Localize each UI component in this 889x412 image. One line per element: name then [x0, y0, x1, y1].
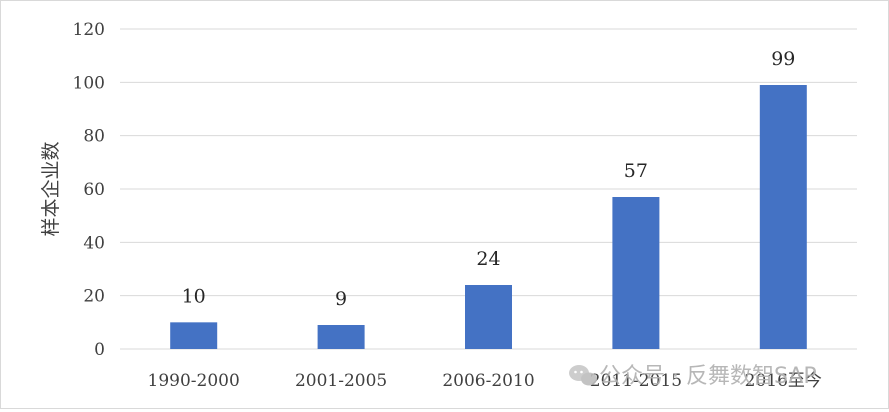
y-axis-ticks: 0 20 40 60 80 100 120 [73, 20, 105, 360]
x-category-label: 2016至今 [745, 371, 822, 391]
bars [170, 85, 807, 349]
bar [759, 85, 807, 349]
y-tick-label: 20 [83, 287, 105, 307]
y-axis-label: 样本企业数 [40, 141, 62, 236]
wechat-icon [569, 365, 597, 386]
y-tick-label: 0 [94, 340, 105, 360]
bar [317, 325, 365, 349]
x-category-label: 1990-2000 [148, 371, 240, 391]
x-category-label: 2011-2015 [590, 371, 682, 391]
x-category-label: 2006-2010 [442, 371, 534, 391]
data-label: 24 [476, 248, 500, 270]
y-tick-label: 40 [83, 233, 105, 253]
y-tick-label: 120 [73, 20, 105, 40]
y-tick-label: 80 [83, 127, 105, 147]
bar [170, 322, 218, 349]
bar [465, 285, 512, 349]
x-axis-categories: 1990-2000 2001-2005 2006-2010 2011-2015 2016… [148, 371, 822, 391]
y-tick-label: 100 [73, 73, 105, 93]
x-category-label: 2001-2005 [295, 371, 387, 391]
data-label: 9 [335, 288, 347, 310]
data-label: 10 [182, 285, 206, 307]
bar [612, 197, 660, 349]
watermark-text: 公众号 · 反舞数智SAP [599, 364, 817, 389]
gridlines [120, 28, 857, 350]
y-tick-label: 60 [83, 180, 105, 200]
data-label: 99 [771, 48, 795, 70]
data-label: 57 [624, 160, 648, 182]
watermark: 公众号 · 反舞数智SAP [569, 364, 817, 389]
data-labels: 10 9 24 57 99 [182, 48, 796, 310]
